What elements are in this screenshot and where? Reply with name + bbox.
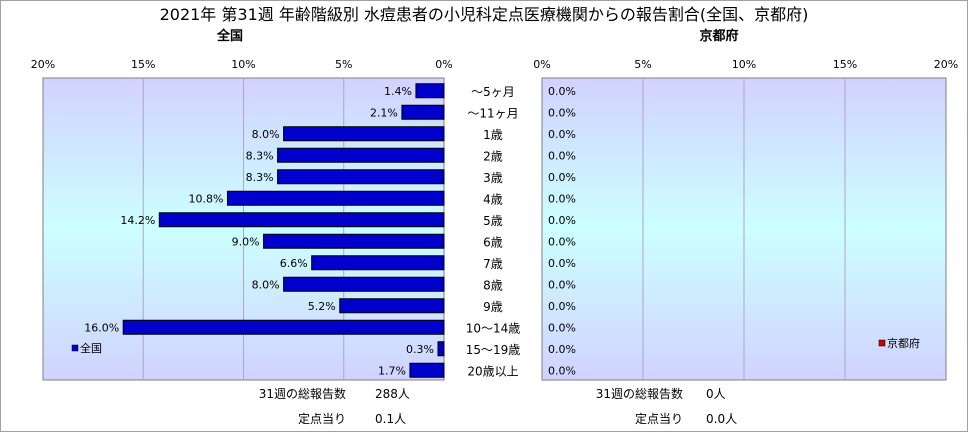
category-label: 4歳 bbox=[483, 192, 503, 206]
right-panel-title: 京都府 bbox=[699, 28, 738, 44]
right-legend-swatch bbox=[878, 339, 886, 347]
category-label: 2歳 bbox=[483, 149, 503, 163]
left-total-label: 31週の総報告数 bbox=[259, 386, 346, 401]
right-tick-label: 20% bbox=[934, 58, 958, 71]
left-footer: 31週の総報告数 288人 定点当り 0.1人 bbox=[259, 386, 410, 426]
right-data-label: 0.0% bbox=[548, 278, 576, 291]
left-bar bbox=[158, 212, 445, 228]
left-tick-label: 0% bbox=[435, 58, 452, 71]
left-bar bbox=[415, 83, 445, 99]
left-data-label: 1.4% bbox=[384, 85, 412, 98]
right-tick-label: 0% bbox=[533, 58, 550, 71]
left-data-label: 5.2% bbox=[308, 300, 336, 313]
left-bar bbox=[122, 319, 445, 335]
right-data-label: 0.0% bbox=[548, 321, 576, 334]
left-bars bbox=[122, 83, 445, 378]
left-legend-swatch bbox=[71, 344, 79, 352]
left-data-label: 9.0% bbox=[232, 235, 260, 248]
left-bar bbox=[437, 341, 445, 357]
left-perpoint-value: 0.1人 bbox=[375, 412, 406, 426]
right-data-label: 0.0% bbox=[548, 257, 576, 270]
category-label: 9歳 bbox=[483, 300, 503, 314]
right-data-label: 0.0% bbox=[548, 192, 576, 205]
right-data-label: 0.0% bbox=[548, 343, 576, 356]
right-axis-ticks: 0% 5% 10% 15% 20% bbox=[533, 58, 958, 71]
left-tick-label: 10% bbox=[231, 58, 255, 71]
category-label: 1歳 bbox=[483, 128, 503, 142]
left-data-label: 8.3% bbox=[246, 149, 274, 162]
right-perpoint-label: 定点当り bbox=[635, 411, 683, 426]
left-bar bbox=[311, 255, 445, 271]
right-tick-label: 15% bbox=[833, 58, 857, 71]
left-data-label: 1.7% bbox=[378, 364, 406, 377]
right-data-label: 0.0% bbox=[548, 235, 576, 248]
right-data-labels: 0.0% 0.0% 0.0% 0.0% 0.0% 0.0% 0.0% 0.0% 0.0% 0.0%… bbox=[548, 85, 576, 378]
right-tick-label: 5% bbox=[634, 58, 651, 71]
category-label: 6歳 bbox=[483, 235, 503, 249]
left-data-label: 8.0% bbox=[252, 128, 280, 141]
right-data-label: 0.0% bbox=[548, 149, 576, 162]
left-axis-ticks: 0% 5% 10% 15% 20% bbox=[31, 58, 453, 71]
left-data-label: 14.2% bbox=[120, 214, 155, 227]
right-data-label: 0.0% bbox=[548, 85, 576, 98]
right-perpoint-value: 0.0人 bbox=[706, 412, 737, 426]
right-legend: 京都府 bbox=[878, 336, 920, 350]
left-bar bbox=[263, 233, 445, 249]
left-data-label: 2.1% bbox=[370, 106, 398, 119]
left-total-value: 288人 bbox=[375, 387, 410, 401]
category-label: 7歳 bbox=[483, 257, 503, 271]
left-bar bbox=[226, 190, 445, 206]
left-data-label: 6.6% bbox=[280, 257, 308, 270]
category-label: 15～19歳 bbox=[466, 343, 521, 357]
right-legend-label: 京都府 bbox=[887, 336, 920, 350]
right-data-label: 0.0% bbox=[548, 300, 576, 313]
category-label: ～11ヶ月 bbox=[467, 106, 518, 120]
right-total-value: 0人 bbox=[706, 387, 726, 401]
right-data-label: 0.0% bbox=[548, 106, 576, 119]
category-label: 5歳 bbox=[483, 214, 503, 228]
left-data-label: 16.0% bbox=[84, 321, 119, 334]
category-label: 3歳 bbox=[483, 171, 503, 185]
left-data-label: 8.3% bbox=[246, 171, 274, 184]
left-bar bbox=[339, 298, 445, 314]
right-tick-label: 10% bbox=[732, 58, 756, 71]
right-data-label: 0.0% bbox=[548, 214, 576, 227]
left-tick-label: 5% bbox=[335, 58, 352, 71]
category-label: 20歳以上 bbox=[467, 364, 518, 378]
left-bar bbox=[277, 147, 445, 163]
left-legend-label: 全国 bbox=[80, 341, 102, 355]
left-legend: 全国 bbox=[71, 341, 102, 355]
right-footer: 31週の総報告数 0人 定点当り 0.0人 bbox=[596, 386, 737, 426]
right-gridlines bbox=[642, 78, 846, 380]
left-data-label: 0.3% bbox=[406, 343, 434, 356]
right-data-label: 0.0% bbox=[548, 128, 576, 141]
left-panel-title: 全国 bbox=[216, 28, 243, 44]
left-bar bbox=[401, 104, 445, 120]
category-label: 8歳 bbox=[483, 278, 503, 292]
left-bar bbox=[409, 362, 445, 378]
left-data-label: 8.0% bbox=[252, 278, 280, 291]
right-data-label: 0.0% bbox=[548, 171, 576, 184]
left-bar bbox=[277, 169, 445, 185]
left-bar bbox=[283, 276, 445, 292]
left-perpoint-label: 定点当り bbox=[298, 411, 346, 426]
category-label: ～5ヶ月 bbox=[471, 85, 515, 99]
right-total-label: 31週の総報告数 bbox=[596, 386, 683, 401]
left-data-label: 10.8% bbox=[189, 192, 224, 205]
left-data-labels: 1.4%2.1%8.0%8.3%8.3%10.8%14.2%9.0%6.6%8.… bbox=[84, 85, 434, 378]
category-labels: ～5ヶ月 ～11ヶ月 1歳 2歳 3歳 4歳 5歳 6歳 7歳 8歳 9歳 10～14歳 15～19歳 2… bbox=[466, 85, 521, 379]
right-data-label: 0.0% bbox=[548, 364, 576, 377]
left-tick-label: 20% bbox=[31, 58, 55, 71]
left-tick-label: 15% bbox=[131, 58, 155, 71]
left-bar bbox=[283, 126, 445, 142]
category-label: 10～14歳 bbox=[466, 321, 521, 335]
chart-title: 2021年 第31週 年齢階級別 水痘患者の小児科定点医療機関からの報告割合(全… bbox=[160, 5, 809, 24]
